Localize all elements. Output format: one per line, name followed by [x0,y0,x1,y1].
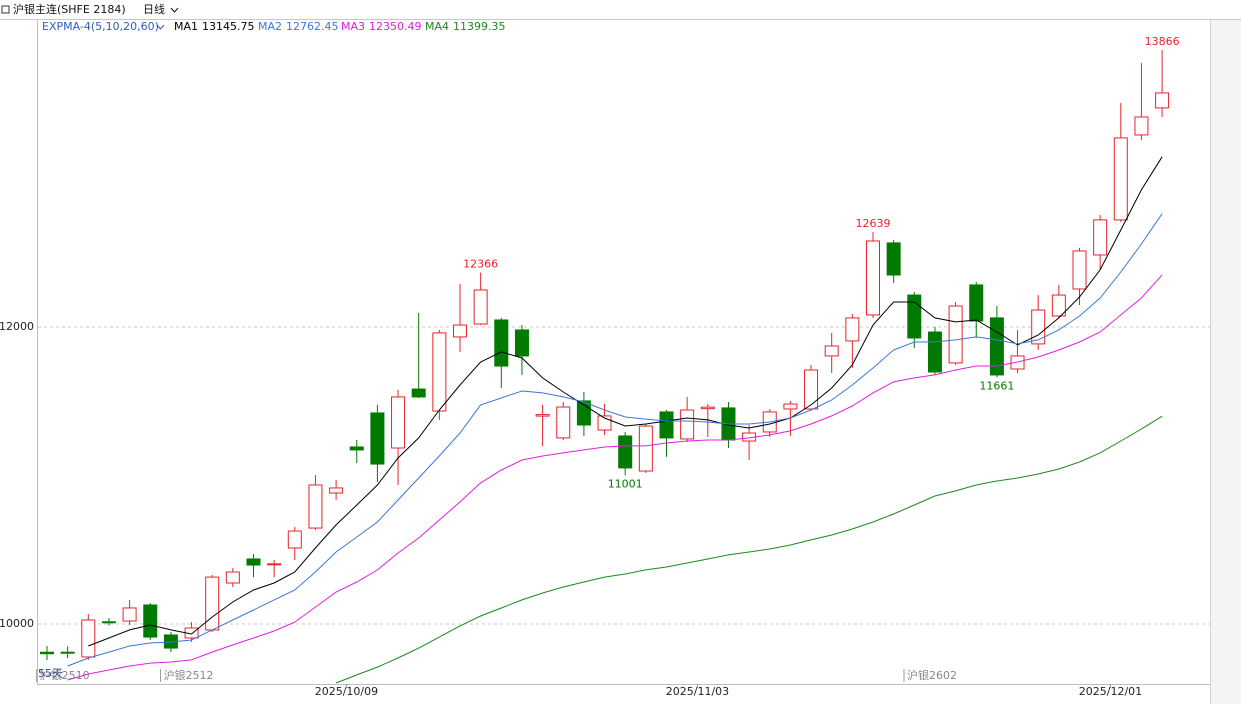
y-tick-label: 12000 [0,320,34,333]
candle-body [40,651,54,655]
ma-line [335,415,1163,684]
window-icon[interactable] [1,5,10,14]
candle-body [122,607,137,622]
candle-body [473,289,488,325]
candle-body [824,345,839,357]
candle-body [1093,219,1108,256]
ma-line [88,156,1163,647]
candle-body [989,317,1004,376]
contract-label: 沪银2602 [907,668,957,682]
high-label: 12639 [856,217,891,230]
x-tick-label: 2025/12/01 [1079,685,1142,698]
period-selector[interactable]: 日线 [143,2,165,16]
candle-body [494,319,509,367]
candle-body [411,388,426,398]
candle-body [1051,294,1066,317]
candle-body [391,396,406,449]
contract-label: 沪银2510 [40,668,90,682]
ma-line [67,213,1163,667]
candle-body [1072,250,1087,290]
candle-body [1155,92,1170,109]
candle-body [845,317,860,342]
candle-body [349,446,364,451]
days-label: 55天 [38,667,63,680]
legend-name: MA1 [174,20,198,33]
candle-body [535,414,550,417]
candle-body [618,435,633,469]
candle-body [453,324,467,338]
candle-body [267,563,282,566]
candle-body [783,403,798,410]
y-tick-label: 10000 [0,617,34,630]
legend-value: 12762.45 [286,20,339,33]
candle-body [370,412,385,465]
indicator-selector[interactable]: EXPMA-4(5,10,20,60) [42,20,159,33]
candle-body [948,305,963,364]
legend-value: 11399.35 [453,20,506,33]
low-label: 11001 [608,477,643,490]
candle-body [514,329,529,357]
candle-body [432,332,447,412]
candle-body [143,604,158,638]
candle-body [329,487,344,494]
candle-body [1113,137,1128,221]
low-label: 11661 [979,379,1014,392]
indicator-chevron[interactable] [156,24,165,30]
candle-body [907,294,922,339]
candle-body [659,411,674,439]
candle-body [308,484,323,529]
legend-name: MA4 [425,20,449,33]
legend-name: MA2 [258,20,282,33]
candle-body [638,425,653,472]
candle-body [804,369,819,410]
candle-body [60,651,75,654]
right-strip [1210,20,1241,704]
candle-body [1134,116,1149,136]
candle-body [101,621,116,624]
candle-body [1031,309,1046,345]
x-tick-label: 2025/10/09 [315,685,378,698]
candle-body [886,242,901,276]
candle-body [866,240,880,316]
high-label: 12366 [463,258,498,271]
candle-body [225,571,240,584]
candle-body [205,576,220,631]
instrument-title[interactable]: 沪银主连(SHFE 2184) [13,2,126,16]
candle-body [287,530,302,549]
contract-label: 沪银2512 [164,668,214,682]
candle-body [556,406,571,439]
candle-body [700,406,715,410]
candle-body [81,619,96,658]
ma-line [67,274,1163,681]
candle-body [680,409,695,440]
candle-body [927,331,942,373]
candle-body [246,558,261,566]
legend-value: 12350.49 [369,20,422,33]
candle-body [969,284,984,322]
high-label: 13866 [1145,35,1180,48]
period-chevron[interactable] [170,7,179,13]
legend-value: 13145.75 [202,20,255,33]
x-tick-label: 2025/11/03 [666,685,729,698]
legend-name: MA3 [341,20,365,33]
